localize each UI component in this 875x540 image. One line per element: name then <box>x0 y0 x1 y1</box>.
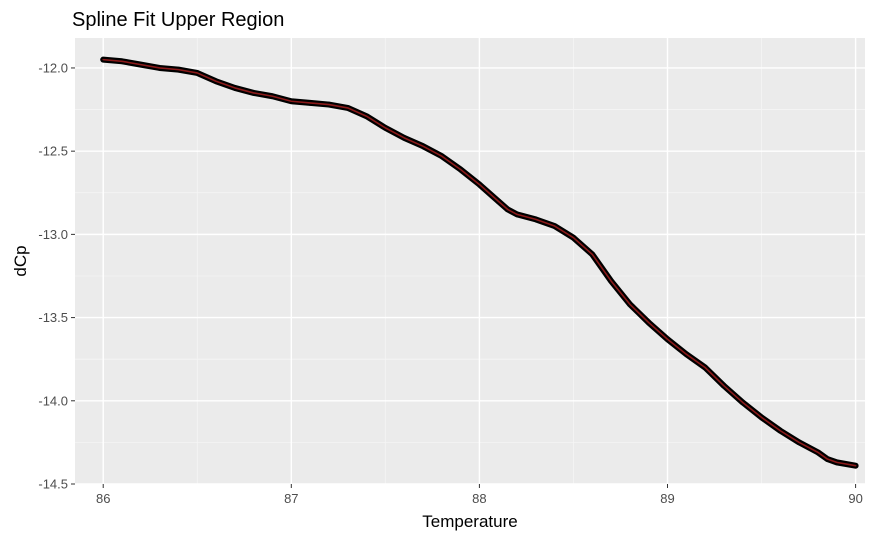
x-tick-label: 86 <box>96 491 110 506</box>
grid-major <box>75 38 865 485</box>
plot-panel <box>75 38 865 484</box>
x-tick-label: 89 <box>660 491 674 506</box>
spline-fit-line <box>102 58 857 467</box>
chart-title: Spline Fit Upper Region <box>72 9 284 31</box>
y-tick-label: -13.5 <box>38 310 68 325</box>
y-axis-title: dCp <box>11 245 30 276</box>
x-tick-label: 87 <box>284 491 298 506</box>
x-tick-label: 90 <box>848 491 862 506</box>
y-tick-label: -12.5 <box>38 144 68 159</box>
y-tick-label: -14.0 <box>38 393 68 408</box>
y-tick-label: -12.0 <box>38 60 68 75</box>
y-tick-label: -14.5 <box>38 477 68 492</box>
data-layer <box>100 56 859 469</box>
y-axis: -12.0 -12.5 -13.0 -13.5 -14.0 -14.5 <box>38 60 75 492</box>
grid-minor <box>75 38 865 484</box>
x-tick-label: 88 <box>472 491 486 506</box>
x-axis: 86 87 88 89 90 <box>96 484 863 506</box>
x-axis-title: Temperature <box>422 512 517 531</box>
y-tick-label: -13.0 <box>38 227 68 242</box>
